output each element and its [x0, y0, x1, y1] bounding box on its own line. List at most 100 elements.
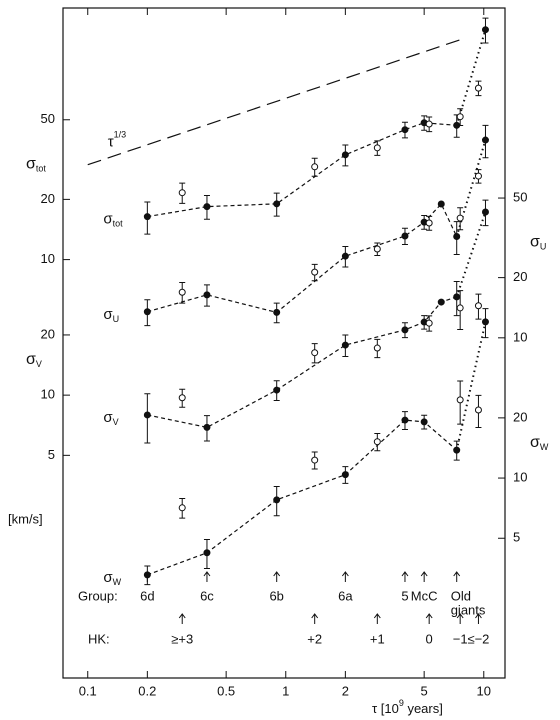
curve-label-symbol: σ [103, 569, 113, 586]
filled-point [143, 213, 151, 221]
open-point [456, 214, 464, 222]
hk-label: −1 [453, 631, 468, 646]
filled-point [203, 291, 211, 299]
filled-point [481, 136, 489, 144]
filled-point [453, 293, 461, 301]
x-tick-label: 0.1 [79, 683, 97, 698]
filled-point [437, 200, 445, 208]
x-tick-label: 0.5 [217, 683, 235, 698]
plot-frame [62, 7, 506, 679]
y-axis-label: σW [530, 434, 549, 452]
reference-line [87, 39, 461, 166]
series-line [147, 296, 457, 428]
filled-point [273, 308, 281, 316]
filled-point [273, 200, 281, 208]
x-axis-label-sup: 9 [399, 698, 404, 708]
reference-label: τ1/3 [108, 130, 126, 151]
open-point [474, 172, 482, 180]
group-label: Old [451, 588, 471, 603]
open-point [311, 268, 319, 276]
group-row-label: Group: [78, 588, 118, 603]
marker-arrow [311, 613, 319, 624]
open-point [456, 113, 464, 121]
group-label: 6c [200, 588, 214, 603]
open-point [373, 144, 381, 152]
open-point [456, 304, 464, 312]
x-axis-label: τ [109 years] [372, 698, 443, 716]
filled-point [341, 471, 349, 479]
y-tick-label: 20 [41, 191, 55, 206]
curve-label-sub: W [113, 577, 122, 587]
marker-arrow [453, 571, 461, 582]
x-tick-label: 0.2 [138, 683, 156, 698]
y-axis-label-sub: W [540, 442, 549, 452]
y-axis-label-sub: V [36, 360, 42, 370]
curve-label-sub: U [113, 314, 120, 324]
open-point [425, 319, 433, 327]
reference-label-sup: 1/3 [114, 130, 127, 140]
filled-point [341, 252, 349, 260]
filled-point [481, 318, 489, 326]
x-axis-label-part: τ [10 [372, 701, 399, 716]
y-axis-label-sub: tot [36, 164, 47, 174]
marker-arrow [475, 613, 482, 624]
filled-point [341, 341, 349, 349]
curve-label-sub: V [113, 417, 119, 427]
y-tick-label: 20 [41, 326, 55, 341]
group-label: 6d [140, 588, 154, 603]
curve-label: σW [103, 569, 121, 587]
open-point [425, 120, 433, 128]
y-tick-label: 10 [41, 251, 55, 266]
y-tick-label: 5 [48, 447, 55, 462]
open-point [373, 245, 381, 253]
series-tail-line [455, 211, 487, 298]
filled-point [143, 411, 151, 419]
x-tick-label: 1 [282, 683, 289, 698]
curve-label: σtot [103, 211, 123, 229]
curve-label-symbol: σ [103, 211, 113, 228]
x-axis-label-part: years] [404, 701, 443, 716]
filled-point [203, 549, 211, 557]
open-point [474, 406, 482, 414]
curve-label-symbol: σ [103, 409, 113, 426]
filled-point [453, 233, 461, 241]
open-point [311, 163, 319, 171]
filled-point [481, 208, 489, 216]
series-line [147, 202, 458, 314]
hk-label: +2 [307, 631, 322, 646]
y-tick-label: 10 [513, 329, 527, 344]
y-tick-label: 5 [513, 530, 520, 545]
filled-point [481, 26, 489, 34]
reference-label-main: τ [108, 134, 114, 151]
open-point [178, 189, 186, 197]
unit-label: [km/s] [8, 511, 43, 526]
series-line [147, 419, 458, 576]
filled-point [203, 203, 211, 211]
y-axis-label: σV [26, 351, 42, 369]
curve-label-symbol: σ [103, 306, 113, 323]
filled-point [401, 326, 409, 334]
y-axis-label-sub: U [540, 242, 547, 252]
group-label: 6b [269, 588, 283, 603]
hk-label: ≤−2 [467, 631, 489, 646]
open-point [456, 396, 464, 404]
open-point [373, 438, 381, 446]
x-tick-label: 2 [342, 683, 349, 698]
x-tick-label: 5 [421, 683, 428, 698]
open-point [178, 288, 186, 296]
marker-arrow [203, 571, 211, 582]
y-axis-label-symbol: σ [26, 156, 36, 173]
filled-point [401, 416, 409, 424]
marker-arrow [373, 613, 381, 624]
open-point [311, 456, 319, 464]
filled-point [401, 126, 409, 134]
filled-point [420, 418, 428, 426]
open-point [373, 344, 381, 352]
y-axis-label-symbol: σ [530, 434, 540, 451]
filled-point [453, 446, 461, 454]
marker-arrow [425, 613, 433, 624]
marker-arrow [273, 571, 281, 582]
y-axis-label: σU [530, 234, 546, 252]
open-point [425, 219, 433, 227]
